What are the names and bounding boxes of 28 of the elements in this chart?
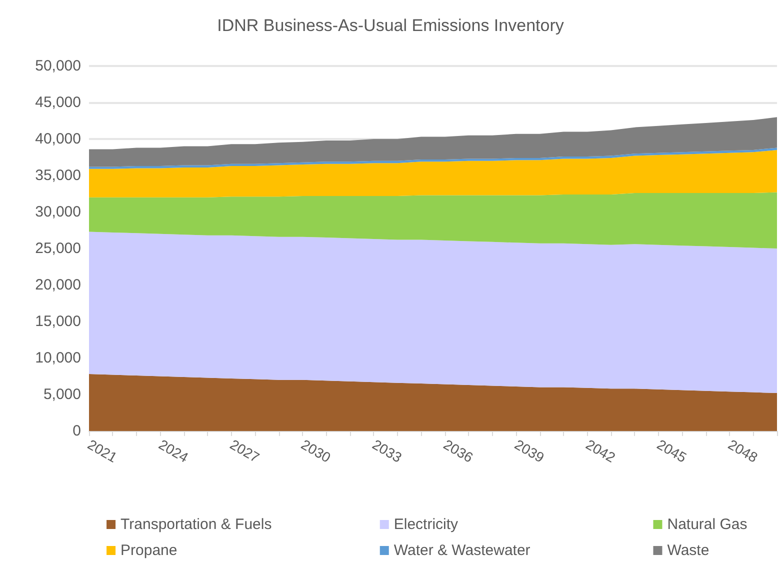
x-tick-label: 2048 [726,436,761,466]
y-tick-label: 20,000 [35,276,81,294]
x-tick-label: 2036 [440,436,476,466]
y-tick-label: 45,000 [35,94,81,111]
y-tick-label: 50,000 [35,58,81,74]
x-tick-label: 2027 [227,436,262,466]
y-tick-label: 0 [72,422,81,440]
x-tick-label: 2024 [156,436,192,466]
x-tick-label: 2030 [298,436,334,466]
x-tick-label: 2045 [654,436,690,466]
chart-title: IDNR Business-As-Usual Emissions Inventory [217,16,564,35]
y-tick-label: 30,000 [35,204,81,220]
x-tick-label: 2039 [512,436,548,466]
y-tick-label: 5,000 [43,386,81,403]
y-tick-label: 35,000 [35,167,81,184]
legend-label: Propane [120,542,178,559]
legend-label: Natural Gas [667,516,748,533]
x-tick-label: 2021 [85,436,120,466]
y-tick-label: 15,000 [35,313,81,330]
x-tick-label: 2033 [370,436,405,466]
legend-label: Water & Wastewater [394,542,530,559]
legend-label: Transportation & Fuels [120,516,272,533]
x-tick-label: 2042 [583,436,618,466]
y-tick-label: 25,000 [35,240,81,257]
y-tick-label: 40,000 [35,130,81,148]
legend-label: Waste [667,542,710,559]
y-tick-label: 10,000 [35,350,81,366]
legend-label: Electricity [394,516,459,533]
